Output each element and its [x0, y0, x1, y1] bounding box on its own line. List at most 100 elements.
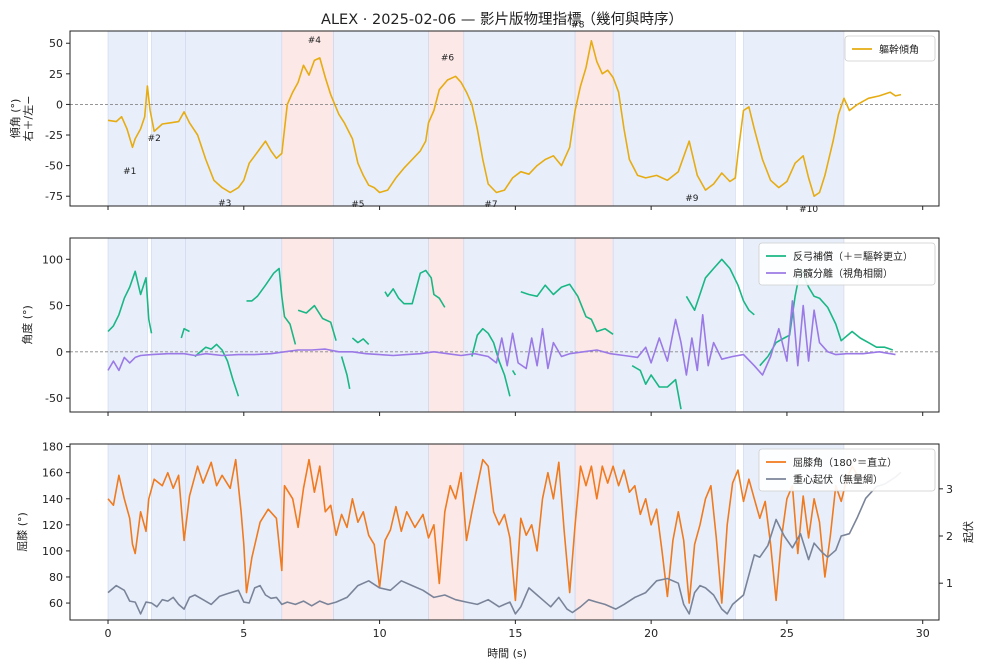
segment-band-blue — [463, 31, 576, 206]
y-tick-label: 50 — [49, 37, 63, 50]
segment-band-blue — [107, 444, 148, 620]
y-right-axis-label: 起伏 — [961, 521, 975, 543]
segment-band-blue — [463, 238, 576, 412]
segment-band-red — [574, 31, 614, 206]
y-tick-label: 50 — [49, 300, 63, 313]
panel-angles: -50 0 50 100 角度 (°) 反弓補償（＋＝驅幹更立） 肩髖分離（視角相關） — [20, 237, 940, 416]
axes-frame — [69, 237, 940, 413]
segment-band-blue — [333, 444, 429, 620]
y-tick-label: 180 — [42, 441, 63, 454]
y-axis-label: 傾角 (°) — [8, 99, 22, 139]
y-right-tick-label: 3 — [946, 483, 953, 496]
legend-box — [758, 448, 936, 492]
x-tick-label: 10 — [373, 627, 387, 640]
legend: 屈膝角（180°＝直立） 重心起伏（無量綱） — [758, 448, 936, 492]
x-tick-label: 5 — [240, 627, 247, 640]
segment-annotation: #8 — [571, 20, 585, 30]
y-tick-label: 60 — [49, 597, 63, 610]
legend: 軀幹傾角 — [844, 35, 936, 62]
segment-band-blue — [185, 238, 283, 412]
series-line — [180, 327, 190, 339]
y-axis-label: 屈膝 (°) — [16, 512, 29, 552]
legend-label: 軀幹傾角 — [879, 43, 919, 56]
legend-label: 反弓補償（＋＝驅幹更立） — [793, 250, 913, 263]
segment-band-blue — [333, 31, 429, 206]
series-line — [685, 258, 755, 316]
segment-band-red — [281, 444, 334, 620]
plot-area — [70, 31, 939, 206]
segment-band-blue — [612, 31, 736, 206]
y-tick-label: 100 — [42, 545, 63, 558]
segment-band-red — [428, 31, 465, 206]
segment-annotation: #10 — [799, 205, 818, 215]
segment-band-red — [281, 31, 334, 206]
x-tick-label: 0 — [105, 627, 112, 640]
y-tick-label: -50 — [45, 392, 63, 405]
segment-annotation: #1 — [123, 167, 136, 177]
x-axis-label: 時間 (s) — [487, 647, 527, 660]
y-tick-label: -75 — [45, 190, 63, 203]
segment-band-blue — [743, 31, 845, 206]
segment-band-red — [574, 444, 614, 620]
x-tick-label: 25 — [780, 627, 794, 640]
y-tick-label: 25 — [49, 68, 63, 81]
legend-label: 屈膝角（180°＝直立） — [793, 456, 897, 469]
legend-box — [758, 242, 936, 286]
panel-knee-flexion: 0 5 10 15 20 25 30 60 80 100 120 140 160 180 1 2 3 屈膝 (°)… — [16, 441, 975, 640]
legend-label: 重心起伏（無量綱） — [793, 473, 883, 486]
segment-annotation: #9 — [685, 194, 699, 204]
axes-frame — [69, 443, 940, 621]
legend-label: 肩髖分離（視角相關） — [793, 267, 893, 280]
y-axis-label: 角度 (°) — [20, 305, 34, 345]
figure-title: ALEX · 2025-02-06 — 影片版物理指標（幾何與時序） — [321, 11, 683, 28]
series-line — [107, 471, 902, 615]
segment-band-blue — [107, 31, 148, 206]
segment-band-blue — [151, 444, 186, 620]
y-tick-label: 160 — [42, 467, 63, 480]
y-right-tick-label: 1 — [946, 577, 953, 590]
x-tick-label: 30 — [916, 627, 930, 640]
y-tick-label: -25 — [45, 129, 63, 142]
legend-box — [844, 35, 936, 62]
y-tick-label: -50 — [45, 160, 63, 173]
segment-annotation: #5 — [351, 200, 364, 210]
y-tick-label: 80 — [49, 571, 63, 584]
series-line — [107, 300, 896, 376]
x-tick-label: 20 — [644, 627, 658, 640]
y-tick-label: 140 — [42, 493, 63, 506]
series-line — [107, 458, 859, 604]
panel-trunk-tilt: #1 #2 #3 #4 #5 #6 #7 #8 #9 #10 -75 -50 -25 0 25 50 傾角 (°… — [8, 20, 940, 215]
series-line — [759, 267, 894, 367]
y-tick-label: 100 — [42, 253, 63, 266]
segment-band-red — [428, 238, 465, 412]
series-line — [631, 365, 682, 410]
segment-band-blue — [333, 238, 429, 412]
series-line — [520, 283, 614, 335]
axes-frame — [69, 30, 940, 207]
segment-annotation: #3 — [218, 199, 231, 209]
x-tick-label: 15 — [508, 627, 522, 640]
series-line — [194, 343, 240, 397]
series-line — [384, 269, 446, 308]
y-right-tick-label: 2 — [946, 530, 953, 543]
y-axis-label-sub: 右＋/左− — [21, 96, 35, 142]
series-line — [351, 337, 370, 345]
series-line — [246, 267, 297, 345]
y-tick-label: 0 — [56, 346, 63, 359]
segment-annotation: #4 — [308, 36, 322, 46]
segment-band-red — [428, 444, 465, 620]
segment-annotation: #7 — [484, 200, 497, 210]
plot-area — [70, 238, 939, 412]
segment-band-blue — [185, 31, 283, 206]
series-line — [297, 304, 337, 341]
segment-annotation: #2 — [148, 134, 161, 144]
series-line — [107, 39, 902, 197]
y-tick-label: 120 — [42, 519, 63, 532]
series-line — [471, 327, 511, 397]
segment-annotation: #6 — [441, 53, 455, 63]
y-tick-label: 0 — [56, 98, 63, 111]
segment-band-blue — [151, 238, 186, 412]
series-line — [511, 369, 517, 376]
legend: 反弓補償（＋＝驅幹更立） 肩髖分離（視角相關） — [758, 242, 936, 286]
